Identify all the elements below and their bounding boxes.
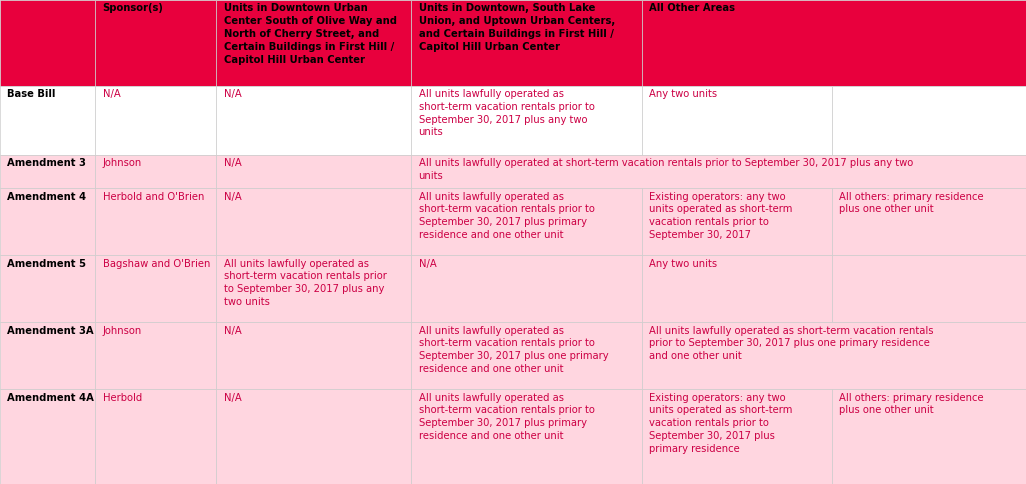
Text: Base Bill: Base Bill: [7, 89, 55, 99]
Bar: [0, 389, 95, 484]
Text: Johnson: Johnson: [103, 158, 142, 168]
Text: All units lawfully operated as
short-term vacation rentals prior
to September 30: All units lawfully operated as short-ter…: [224, 258, 387, 307]
Bar: [411, 86, 642, 155]
Bar: [95, 86, 216, 155]
Text: N/A: N/A: [224, 89, 241, 99]
Text: N/A: N/A: [224, 158, 241, 168]
Bar: [832, 188, 1026, 255]
Text: N/A: N/A: [224, 393, 241, 403]
Bar: [216, 0, 411, 86]
Bar: [95, 0, 216, 86]
Bar: [411, 188, 642, 255]
Bar: [0, 86, 95, 155]
Bar: [832, 255, 1026, 322]
Bar: [0, 0, 95, 86]
Bar: [95, 322, 216, 389]
Bar: [216, 322, 411, 389]
Text: Any two units: Any two units: [649, 89, 717, 99]
Text: N/A: N/A: [224, 326, 241, 335]
Text: All Other Areas: All Other Areas: [649, 3, 736, 14]
Bar: [95, 255, 216, 322]
Text: Existing operators: any two
units operated as short-term
vacation rentals prior : Existing operators: any two units operat…: [649, 393, 793, 454]
Bar: [642, 86, 832, 155]
Bar: [216, 188, 411, 255]
Text: All units lawfully operated as
short-term vacation rentals prior to
September 30: All units lawfully operated as short-ter…: [419, 393, 594, 441]
Text: All units lawfully operated as
short-term vacation rentals prior to
September 30: All units lawfully operated as short-ter…: [419, 192, 594, 240]
Text: Bagshaw and O'Brien: Bagshaw and O'Brien: [103, 258, 210, 269]
Text: Amendment 3: Amendment 3: [7, 158, 86, 168]
Text: Amendment 3A: Amendment 3A: [7, 326, 93, 335]
Text: All units lawfully operated as short-term vacation rentals
prior to September 30: All units lawfully operated as short-ter…: [649, 326, 934, 361]
Bar: [411, 389, 642, 484]
Bar: [642, 322, 1026, 389]
Bar: [832, 86, 1026, 155]
Bar: [0, 255, 95, 322]
Bar: [216, 255, 411, 322]
Text: Herbold and O'Brien: Herbold and O'Brien: [103, 192, 204, 201]
Bar: [216, 389, 411, 484]
Bar: [411, 155, 1026, 188]
Text: Amendment 4: Amendment 4: [7, 192, 86, 201]
Text: Any two units: Any two units: [649, 258, 717, 269]
Text: Amendment 4A: Amendment 4A: [7, 393, 94, 403]
Bar: [642, 389, 832, 484]
Bar: [411, 0, 642, 86]
Bar: [95, 188, 216, 255]
Bar: [642, 188, 832, 255]
Bar: [95, 389, 216, 484]
Text: N/A: N/A: [419, 258, 436, 269]
Text: Amendment 5: Amendment 5: [7, 258, 86, 269]
Text: All others: primary residence
plus one other unit: All others: primary residence plus one o…: [839, 192, 984, 214]
Text: Sponsor(s): Sponsor(s): [103, 3, 163, 14]
Text: Units in Downtown, South Lake
Union, and Uptown Urban Centers,
and Certain Build: Units in Downtown, South Lake Union, and…: [419, 3, 615, 52]
Text: Existing operators: any two
units operated as short-term
vacation rentals prior : Existing operators: any two units operat…: [649, 192, 793, 240]
Text: Johnson: Johnson: [103, 326, 142, 335]
Bar: [642, 255, 832, 322]
Text: All units lawfully operated as
short-term vacation rentals prior to
September 30: All units lawfully operated as short-ter…: [419, 89, 594, 137]
Bar: [411, 322, 642, 389]
Text: All units lawfully operated as
short-term vacation rentals prior to
September 30: All units lawfully operated as short-ter…: [419, 326, 608, 374]
Text: Units in Downtown Urban
Center South of Olive Way and
North of Cherry Street, an: Units in Downtown Urban Center South of …: [224, 3, 397, 64]
Text: N/A: N/A: [224, 192, 241, 201]
Bar: [95, 155, 216, 188]
Bar: [0, 322, 95, 389]
Bar: [642, 0, 1026, 86]
Text: N/A: N/A: [103, 89, 120, 99]
Text: All others: primary residence
plus one other unit: All others: primary residence plus one o…: [839, 393, 984, 415]
Bar: [411, 255, 642, 322]
Text: Herbold: Herbold: [103, 393, 142, 403]
Bar: [0, 155, 95, 188]
Bar: [216, 86, 411, 155]
Text: All units lawfully operated at short-term vacation rentals prior to September 30: All units lawfully operated at short-ter…: [419, 158, 913, 181]
Bar: [832, 389, 1026, 484]
Bar: [0, 188, 95, 255]
Bar: [216, 155, 411, 188]
